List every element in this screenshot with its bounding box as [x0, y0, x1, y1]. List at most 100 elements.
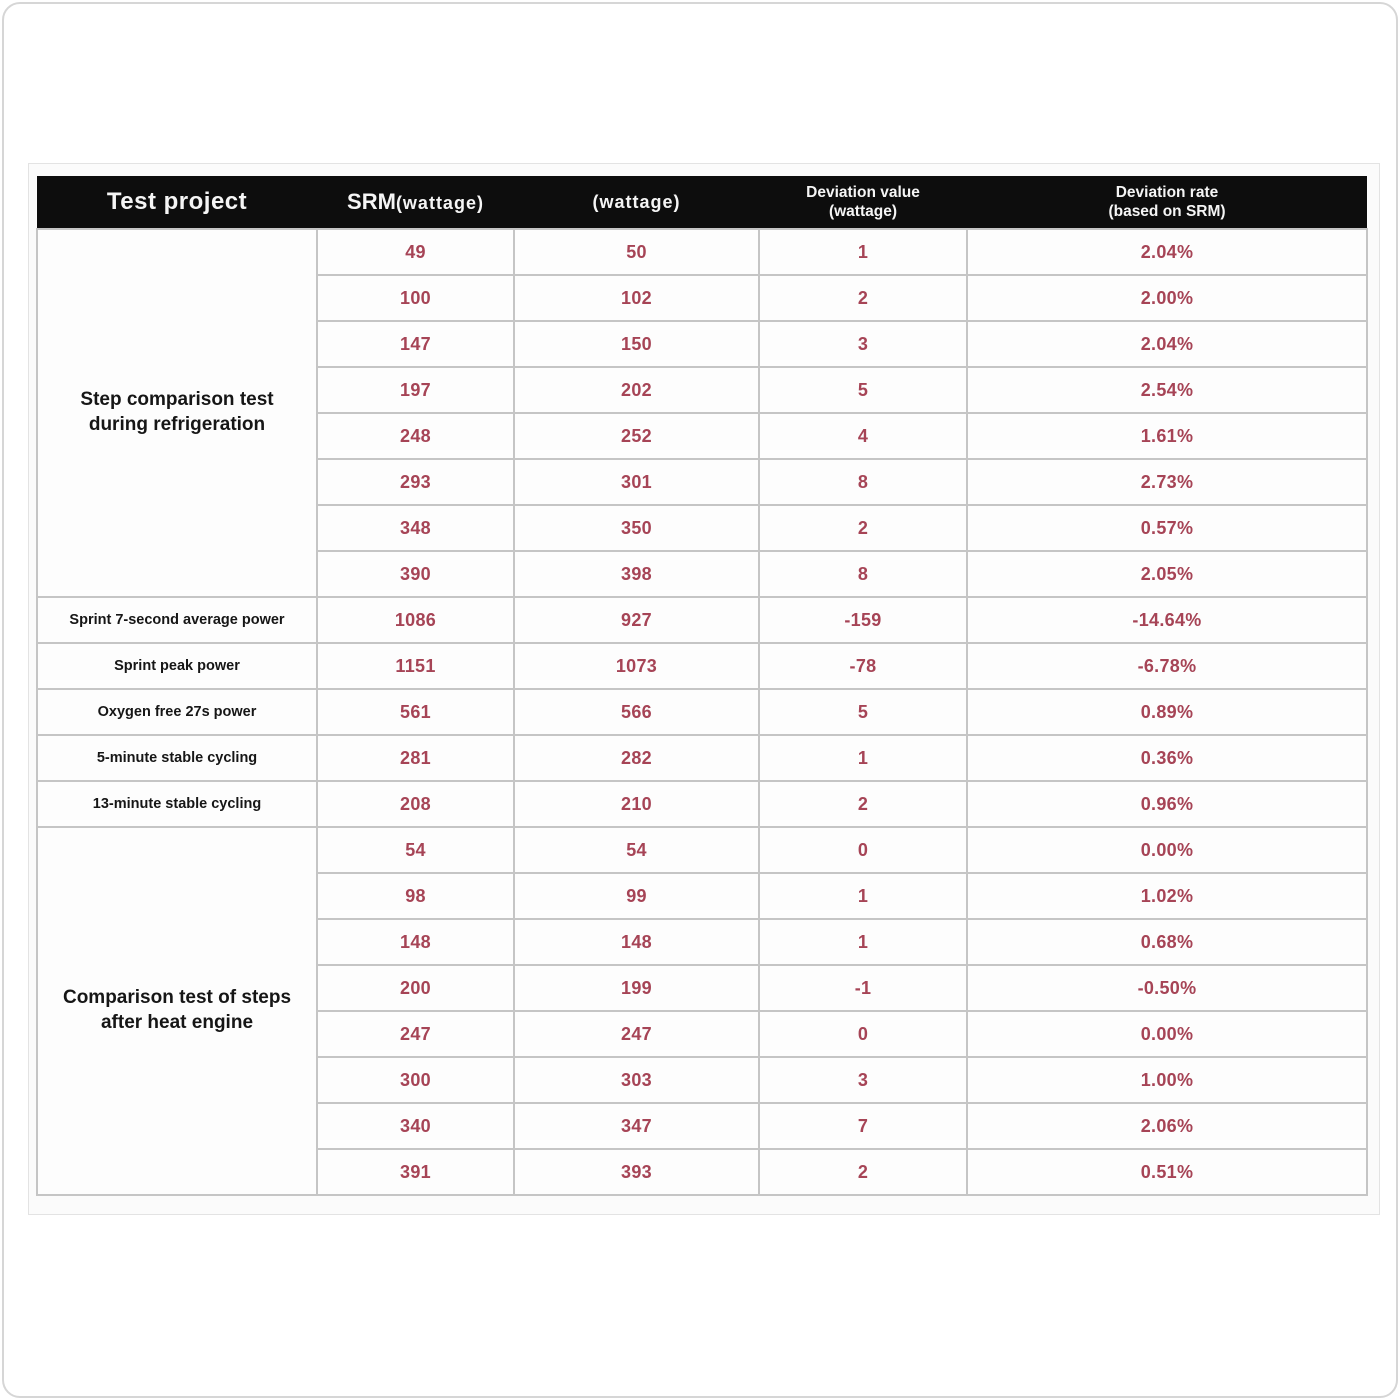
cell-wattage: 54 [513, 826, 760, 874]
cell-wattage: 398 [513, 550, 760, 598]
cell-deviation-value: 0 [758, 1010, 968, 1058]
cell-deviation-value: 3 [758, 320, 968, 368]
cell-deviation-rate: 2.04% [966, 228, 1368, 276]
cell-srm: 1086 [316, 596, 515, 644]
cell-srm: 391 [316, 1148, 515, 1196]
table-row: Comparison test of steps after heat engi… [36, 826, 1368, 1196]
table-row: Step comparison test during refrigeratio… [36, 228, 1368, 598]
table-row: Sprint peak power 1151 1073 -78 -6.78% [36, 642, 1368, 690]
cell-wattage: 148 [513, 918, 760, 966]
cell-deviation-rate: 0.96% [966, 780, 1368, 828]
cell-srm: 197 [316, 366, 515, 414]
cell-srm: 300 [316, 1056, 515, 1104]
cell-deviation-value: 8 [758, 458, 968, 506]
cell-srm: 340 [316, 1102, 515, 1150]
header-label: Test project [106, 188, 248, 215]
column-header-deviation-rate: Deviation rate (based on SRM) [967, 176, 1367, 229]
cell-deviation-rate: 2.00% [966, 274, 1368, 322]
cell-wattage: 350 [513, 504, 760, 552]
cell-wattage: 566 [513, 688, 760, 736]
cell-deviation-rate: 1.02% [966, 872, 1368, 920]
table-row: 148 148 1 0.68% [37, 918, 1368, 966]
cell-wattage: 199 [513, 964, 760, 1012]
cell-srm: 147 [316, 320, 515, 368]
table-row: 248 252 4 1.61% [37, 412, 1368, 460]
table-row: 390 398 8 2.05% [37, 550, 1368, 598]
table-row: 293 301 8 2.73% [37, 458, 1368, 506]
cell-srm: 348 [316, 504, 515, 552]
column-header-wattage: (wattage) [514, 176, 759, 229]
column-header-test-project: Test project [37, 176, 317, 229]
cell-srm: 148 [316, 918, 515, 966]
cell-wattage: 50 [513, 228, 760, 276]
cell-wattage: 210 [513, 780, 760, 828]
cell-srm: 248 [316, 412, 515, 460]
header-label-line1: Deviation value [806, 183, 920, 201]
table-row: 98 99 1 1.02% [37, 872, 1368, 920]
table-row: 13-minute stable cycling 208 210 2 0.96% [36, 780, 1368, 828]
cell-srm: 1151 [316, 642, 515, 690]
cell-deviation-rate: 0.00% [966, 826, 1368, 874]
section-label-oxygen-free-27s: Oxygen free 27s power [36, 688, 318, 736]
cell-srm: 247 [316, 1010, 515, 1058]
cell-wattage: 247 [513, 1010, 760, 1058]
cell-wattage: 347 [513, 1102, 760, 1150]
header-row: Test project SRM(wattage) (wattage) Devi… [37, 176, 1367, 229]
cell-deviation-rate: 0.36% [966, 734, 1368, 782]
cell-deviation-value: 2 [758, 274, 968, 322]
cell-srm: 49 [316, 228, 515, 276]
table-row: 300 303 3 1.00% [37, 1056, 1368, 1104]
table-row: 391 393 2 0.51% [37, 1148, 1368, 1196]
cell-srm: 208 [316, 780, 515, 828]
cell-deviation-value: 1 [758, 872, 968, 920]
section-label-sprint-7s: Sprint 7-second average power [36, 596, 318, 644]
cell-deviation-value: 8 [758, 550, 968, 598]
cell-deviation-rate: 2.05% [966, 550, 1368, 598]
cell-srm: 293 [316, 458, 515, 506]
cell-deviation-rate: -6.78% [966, 642, 1368, 690]
cell-deviation-value: 5 [758, 366, 968, 414]
table-row: 348 350 2 0.57% [37, 504, 1368, 552]
header-label: SRM [347, 189, 396, 214]
comparison-table: Test project SRM(wattage) (wattage) Devi… [36, 176, 1368, 1196]
header-label-line1: Deviation rate [1115, 183, 1219, 201]
section-label-refrigeration: Step comparison test during refrigeratio… [36, 228, 318, 598]
cell-deviation-rate: 0.57% [966, 504, 1368, 552]
cell-wattage: 301 [513, 458, 760, 506]
cell-deviation-rate: -0.50% [966, 964, 1368, 1012]
column-header-deviation-value: Deviation value (wattage) [759, 176, 967, 229]
cell-deviation-value: -1 [758, 964, 968, 1012]
cell-srm: 390 [316, 550, 515, 598]
cell-deviation-rate: 0.00% [966, 1010, 1368, 1058]
cell-deviation-value: 5 [758, 688, 968, 736]
column-header-srm-wattage: SRM(wattage) [317, 176, 514, 229]
table-row: 340 347 7 2.06% [37, 1102, 1368, 1150]
header-label-line2: (wattage) [828, 203, 898, 220]
cell-deviation-value: 2 [758, 1148, 968, 1196]
cell-wattage: 927 [513, 596, 760, 644]
cell-srm: 561 [316, 688, 515, 736]
cell-deviation-rate: 0.89% [966, 688, 1368, 736]
cell-deviation-value: 1 [758, 228, 968, 276]
cell-srm: 54 [316, 826, 515, 874]
cell-deviation-value: 2 [758, 780, 968, 828]
table-row: 100 102 2 2.00% [37, 274, 1368, 322]
cell-wattage: 102 [513, 274, 760, 322]
cell-wattage: 1073 [513, 642, 760, 690]
cell-srm: 200 [316, 964, 515, 1012]
table-row: 197 202 5 2.54% [37, 366, 1368, 414]
table-row: 200 199 -1 -0.50% [37, 964, 1368, 1012]
cell-deviation-value: 1 [758, 918, 968, 966]
section-label-5-minute: 5-minute stable cycling [36, 734, 318, 782]
cell-deviation-rate: 0.68% [966, 918, 1368, 966]
cell-deviation-value: -78 [758, 642, 968, 690]
cell-wattage: 99 [513, 872, 760, 920]
cell-wattage: 252 [513, 412, 760, 460]
header-label-line2: (based on SRM) [1108, 203, 1226, 220]
cell-deviation-rate: 2.73% [966, 458, 1368, 506]
section-label-heat-engine: Comparison test of steps after heat engi… [36, 826, 318, 1196]
cell-deviation-rate: 2.04% [966, 320, 1368, 368]
cell-deviation-rate: 0.51% [966, 1148, 1368, 1196]
cell-wattage: 202 [513, 366, 760, 414]
cell-deviation-value: 7 [758, 1102, 968, 1150]
